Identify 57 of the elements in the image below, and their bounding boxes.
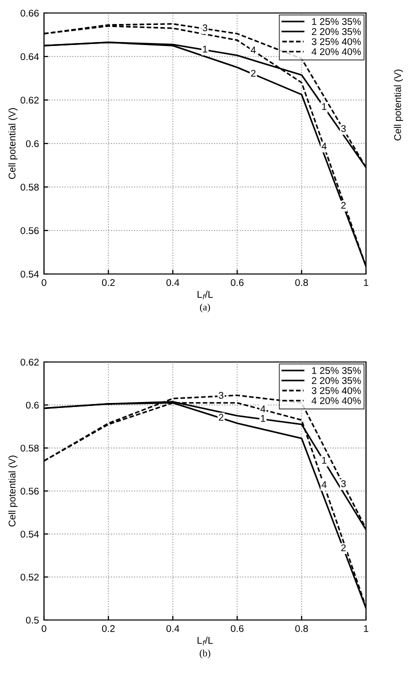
annotation: 3 xyxy=(341,480,346,488)
annotation: 3 xyxy=(202,24,208,32)
annotation: 4 xyxy=(322,142,327,150)
annotation: 4 xyxy=(260,406,266,412)
y-tick-label: 0.56 xyxy=(20,227,39,234)
y-axis-title: Cell potential (V) xyxy=(8,108,18,179)
y-tick-label: 0.56 xyxy=(20,488,39,495)
x-tick-label: 0 xyxy=(42,279,46,286)
annotation: 2 xyxy=(218,414,224,421)
y-tick-label: 0.58 xyxy=(20,444,39,452)
x-tick-label: 0.2 xyxy=(102,279,115,286)
legend-label: 4 20% 40% xyxy=(312,48,361,56)
y-tick-label: 0.54 xyxy=(20,530,39,538)
y-tick-label: 0.54 xyxy=(20,270,39,278)
legend-label: 2 20% 35% xyxy=(312,377,361,384)
x-tick-label: 0.4 xyxy=(166,625,180,632)
annotation: 2 xyxy=(251,70,256,77)
y-tick-label: 0.6 xyxy=(26,402,39,409)
y-tick-label: 0.64 xyxy=(20,53,39,60)
y-tick-label: 0.6 xyxy=(26,140,39,148)
annotation: 4 xyxy=(250,46,256,54)
annotation: 1 xyxy=(322,103,326,110)
x-tick-label: 0.6 xyxy=(230,279,244,286)
x-tick-label: 0.2 xyxy=(102,625,115,632)
x-tick-label: 1 xyxy=(364,625,368,632)
x-tick-label: 0.6 xyxy=(230,625,244,632)
legend-label: 2 20% 35% xyxy=(312,28,361,36)
legend-label: 3 25% 40% xyxy=(312,38,361,46)
annotation: 1 xyxy=(261,415,266,422)
text: (a) xyxy=(200,304,210,312)
y-tick-label: 0.66 xyxy=(20,10,39,17)
x-axis-title: L$_{f}$/L xyxy=(198,636,213,646)
annotation: 1 xyxy=(322,456,326,464)
x-tick-label: 0 xyxy=(42,625,46,632)
y-tick-label: 0.62 xyxy=(20,358,39,366)
annotation: 3 xyxy=(341,125,346,132)
text: (b) xyxy=(200,650,210,658)
annotation: 1 xyxy=(203,46,208,52)
legend-label: 1 25% 35% xyxy=(312,367,361,374)
y-tick-label: 0.52 xyxy=(20,574,39,581)
x-tick-label: 1 xyxy=(364,279,368,286)
x-tick-label: 0.8 xyxy=(295,279,308,286)
annotation: 4 xyxy=(322,481,327,488)
x-tick-label: 0.8 xyxy=(295,625,308,632)
text: Cell potential (V) xyxy=(394,70,403,140)
legend-label: 3 25% 40% xyxy=(312,387,361,394)
x-axis-title: L$_{f}$/L xyxy=(198,290,213,300)
y-axis-title: Cell potential (V) xyxy=(8,456,18,526)
annotation: 2 xyxy=(341,202,346,209)
legend-label: 1 25% 35% xyxy=(312,18,361,25)
legend-label: 4 20% 40% xyxy=(312,397,361,404)
annotation: 2 xyxy=(341,544,346,552)
x-tick-label: 0.4 xyxy=(166,279,180,286)
y-tick-label: 0.5 xyxy=(26,616,39,624)
y-tick-label: 0.58 xyxy=(20,184,39,191)
y-tick-label: 0.62 xyxy=(20,96,39,104)
annotation: 3 xyxy=(218,392,224,399)
